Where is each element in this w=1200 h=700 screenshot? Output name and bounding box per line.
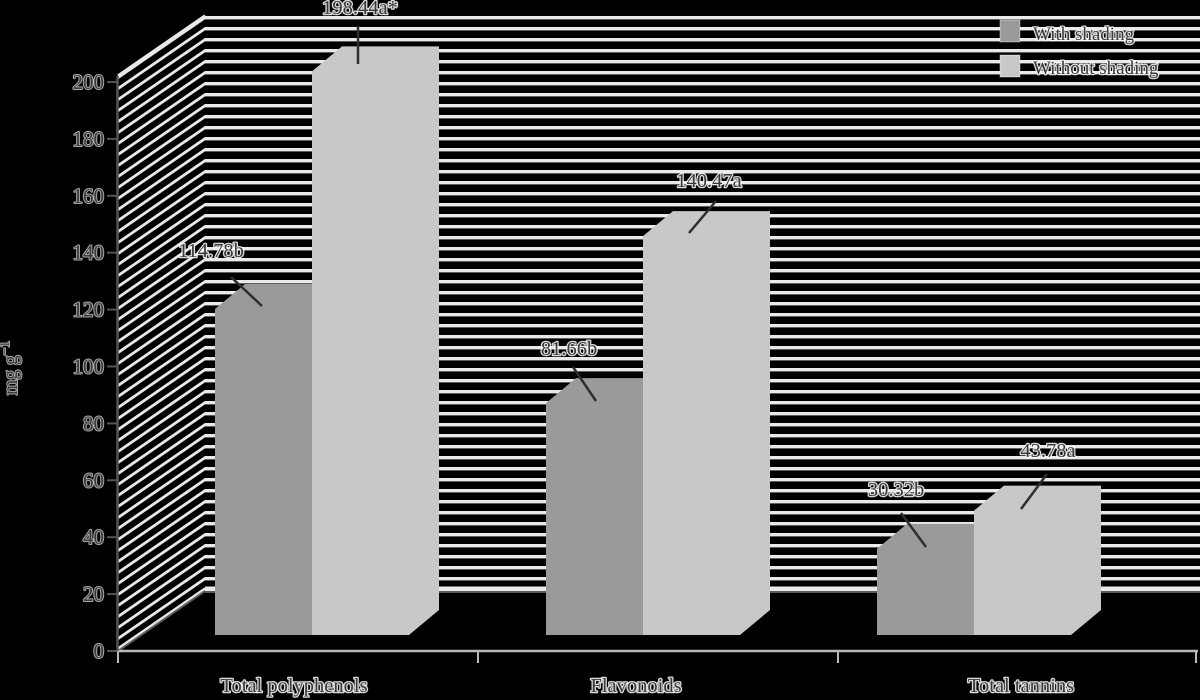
bar-with-shading-flavonoids xyxy=(546,378,673,635)
y-axis-ticks: 0 20 40 60 80 100 120 140 160 180 200 xyxy=(72,69,117,664)
category-label-flavonoids: Flavonoids xyxy=(590,675,681,697)
legend-label-without-shading: Without shading xyxy=(1033,58,1159,79)
data-label-140-47a: 140.47a xyxy=(676,170,741,192)
bar-without-shading-flavonoids xyxy=(643,211,770,636)
floor-edge-line xyxy=(117,590,206,652)
y-tick-label: 20 xyxy=(83,582,104,606)
data-label-114-78b: 114.78b xyxy=(178,240,244,262)
bars xyxy=(215,46,1101,636)
y-axis-title: mg g−1 xyxy=(0,341,22,395)
y-tick-label: 160 xyxy=(73,184,105,208)
y-tick-label: 140 xyxy=(73,241,105,265)
x-axis-ticks xyxy=(117,651,1197,663)
data-label-81-66b: 81.66b xyxy=(541,338,597,360)
y-tick-label: 80 xyxy=(83,411,104,435)
side-wall-stripes xyxy=(118,16,205,650)
legend: With shading Without shading xyxy=(999,19,1160,80)
floor-edge-highlight xyxy=(117,587,206,650)
category-label-total-polyphenols: Total polyphenols xyxy=(220,675,367,697)
category-labels: Total polyphenols Flavonoids Total tannins xyxy=(219,674,1075,699)
y-tick-label: 100 xyxy=(73,355,105,379)
axes xyxy=(116,76,1198,653)
y-tick-label: 0 xyxy=(94,639,105,663)
legend-swatch-without-shading xyxy=(999,54,1021,78)
leader-line-140-47a xyxy=(688,200,717,234)
leader-line-81-66b xyxy=(571,366,598,402)
bar-with-shading-total-polyphenols xyxy=(215,284,342,635)
y-tick-label: 120 xyxy=(73,298,105,322)
side-wall-top-edge xyxy=(117,14,206,77)
y-axis-title-base: mg g xyxy=(1,355,22,395)
bar-without-shading-total-polyphenols xyxy=(312,46,439,635)
y-tick-label: 60 xyxy=(83,468,104,492)
data-label-198-44a: 198.44a* xyxy=(322,0,398,19)
y-tick-label: 180 xyxy=(73,127,105,151)
legend-label-with-shading: With shading xyxy=(1033,24,1135,45)
category-label-total-tannins: Total tannins xyxy=(968,675,1074,697)
data-label-30-32b: 30.32b xyxy=(868,479,924,501)
leader-line-114-78b xyxy=(230,276,263,307)
data-label-leader-lines xyxy=(230,26,1049,548)
y-axis-title-exponent: −1 xyxy=(0,341,12,355)
y-tick-label: 200 xyxy=(73,70,105,94)
y-tick-label: 40 xyxy=(83,525,104,549)
data-labels: 114.78b 81.66b 30.32b 198.44a* 140.47a 43.78a xyxy=(177,0,1077,502)
leader-line-43-78a xyxy=(1019,473,1049,510)
bar-without-shading-total-tannins xyxy=(974,485,1101,635)
legend-swatch-with-shading xyxy=(999,19,1021,43)
leader-line-30-32b xyxy=(899,512,928,548)
data-label-43-78a: 43.78a xyxy=(1020,440,1075,462)
bar-with-shading-total-tannins xyxy=(877,523,1004,635)
